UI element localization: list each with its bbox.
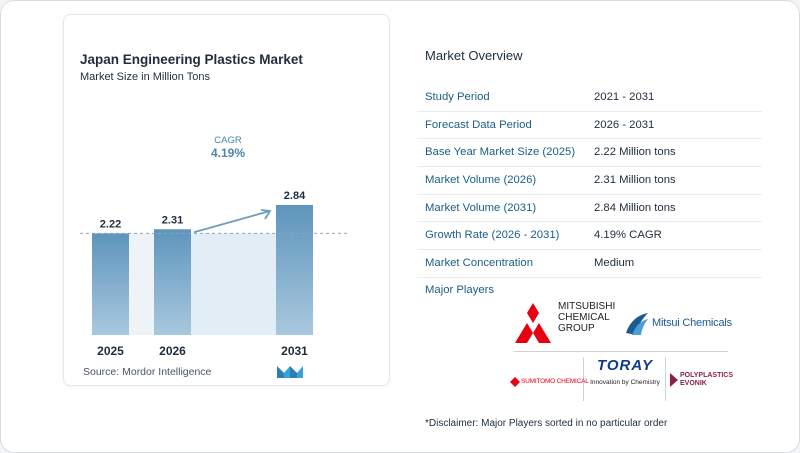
- bar-2025: [92, 233, 129, 335]
- poly-line-2: EVONIK: [680, 380, 707, 387]
- poly-line-1: POLYPLASTICS: [680, 372, 734, 379]
- bar-2026: [154, 229, 191, 335]
- mordor-intelligence-logo: [277, 366, 303, 378]
- overview-value: 2021 - 2031: [594, 91, 655, 103]
- x-tick-2026: 2026: [159, 344, 186, 358]
- overview-value: 2026 - 2031: [594, 118, 655, 131]
- overview-row-volume-2026: Market Volume (2026) 2.31 Million tons: [417, 167, 762, 195]
- logo-divider: [665, 357, 666, 401]
- overview-value: 2.84 Million tons: [594, 201, 676, 214]
- data-label-2026: 2.31: [162, 214, 183, 226]
- cagr-label: CAGR: [214, 135, 242, 146]
- overview-value: 4.19% CAGR: [594, 229, 662, 242]
- overview-row-base-year: Base Year Market Size (2025) 2.22 Millio…: [417, 139, 762, 168]
- logo-divider: [514, 351, 728, 352]
- data-label-2025: 2.22: [100, 218, 121, 230]
- source-text: Source: Mordor Intelligence: [83, 366, 212, 378]
- overview-row-growth-rate: Growth Rate (2026 - 2031) 4.19% CAGR: [417, 222, 762, 251]
- x-tick-2025: 2025: [97, 344, 124, 358]
- market-overview-table: Study Period 2021 - 2031 Forecast Data P…: [417, 84, 762, 278]
- cagr-arrow-line: [193, 210, 271, 234]
- mitsubishi-chemical-logo: MITSUBISHI CHEMICAL GROUP: [512, 301, 624, 345]
- mitsui-text: Mitsui Chemicals: [652, 317, 732, 329]
- overview-row-study-period: Study Period 2021 - 2031: [417, 84, 762, 112]
- overview-label: Growth Rate (2026 - 2031): [425, 229, 560, 242]
- chart-title: Japan Engineering Plastics Market: [80, 52, 303, 67]
- overview-value: 2.31 Million tons: [594, 174, 676, 187]
- bar-2031: [276, 205, 313, 335]
- mcg-line-3: GROUP: [558, 323, 595, 334]
- overview-label: Market Concentration: [425, 257, 533, 270]
- mitsui-chemicals-logo: Mitsui Chemicals: [624, 305, 732, 345]
- mitsui-wave-icon: [626, 313, 648, 335]
- overview-value: Medium: [594, 257, 635, 270]
- major-players-label: Major Players: [425, 284, 495, 296]
- sumitomo-text: SUMITOMO CHEMICAL: [521, 378, 589, 385]
- overview-row-concentration: Market Concentration Medium: [417, 250, 762, 278]
- toray-logo: TORAY Innovation by Chemistry: [584, 355, 666, 399]
- overview-label: Market Volume (2026): [425, 174, 537, 187]
- three-diamonds-icon: [515, 303, 551, 343]
- overview-row-forecast-period: Forecast Data Period 2026 - 2031: [417, 112, 762, 140]
- logo-divider: [583, 357, 584, 401]
- mcg-line-1: MITSUBISHI: [558, 301, 616, 312]
- overview-label: Base Year Market Size (2025): [425, 146, 576, 159]
- polyplastics-evonik-logo: POLYPLASTICS EVONIK: [666, 361, 734, 401]
- forecast-shade: [191, 233, 276, 335]
- sumitomo-mark-icon: [510, 377, 520, 387]
- overview-label: Market Volume (2031): [425, 201, 537, 214]
- market-overview-title: Market Overview: [425, 48, 523, 63]
- chart-subtitle: Market Size in Million Tons: [80, 71, 211, 83]
- x-tick-2031: 2031: [281, 344, 308, 358]
- overview-row-volume-2031: Market Volume (2031) 2.84 Million tons: [417, 195, 762, 223]
- overview-label: Forecast Data Period: [425, 118, 532, 131]
- overview-label: Study Period: [425, 91, 490, 103]
- data-label-2031: 2.84: [284, 190, 306, 202]
- polyplastics-mark-icon: [670, 373, 678, 387]
- cagr-arrow-head: [260, 209, 272, 220]
- major-players-logos: MITSUBISHI CHEMICAL GROUP Mitsui Chemica…: [508, 295, 734, 405]
- sumitomo-chemical-logo: SUMITOMO CHEMICAL: [508, 361, 589, 401]
- toray-text: TORAY: [596, 357, 654, 374]
- gap-shade: [129, 233, 154, 335]
- cagr-value: 4.19%: [211, 146, 245, 160]
- disclaimer-text: *Disclaimer: Major Players sorted in no …: [425, 418, 668, 429]
- mcg-line-2: CHEMICAL: [558, 312, 610, 323]
- overview-value: 2.22 Million tons: [594, 146, 676, 159]
- toray-tagline: Innovation by Chemistry: [590, 379, 660, 386]
